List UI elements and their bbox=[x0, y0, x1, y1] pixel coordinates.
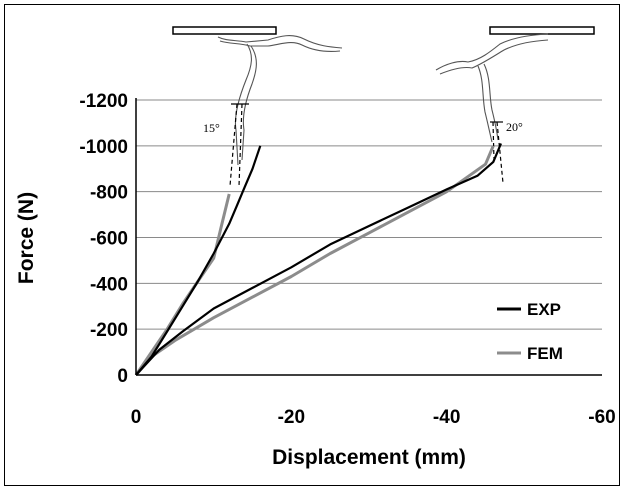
angle-label-15: 15° bbox=[203, 121, 220, 135]
y-tick-label: -800 bbox=[90, 183, 128, 204]
y-tick-label: 0 bbox=[117, 366, 128, 387]
x-axis-title: Displacement (mm) bbox=[272, 446, 466, 469]
y-tick-label: -1000 bbox=[79, 137, 128, 158]
legend-label-fem: FEM bbox=[527, 344, 563, 363]
x-tick-label: -60 bbox=[588, 407, 615, 428]
series-exp-line-1 bbox=[135, 145, 262, 376]
y-tick-label: -200 bbox=[90, 320, 128, 341]
ground-bar-left bbox=[172, 26, 277, 35]
grid-lines bbox=[136, 99, 602, 330]
root-illustration-right bbox=[435, 26, 595, 143]
x-tick-label: -40 bbox=[433, 407, 460, 428]
y-axis-title: Force (N) bbox=[15, 192, 38, 284]
chart-frame bbox=[4, 4, 620, 486]
angle-marker-right bbox=[490, 121, 504, 184]
angle-label-20: 20° bbox=[506, 120, 523, 134]
x-tick-label: -20 bbox=[278, 407, 305, 428]
y-tick-label: -400 bbox=[90, 274, 128, 295]
y-tick-label: -1200 bbox=[79, 91, 128, 112]
ground-bar-right bbox=[489, 26, 595, 35]
legend-label-exp: EXP bbox=[527, 300, 561, 319]
root-illustration-left bbox=[172, 26, 343, 166]
tick-labels: 0 -200 -400 -600 -800 -1000 -1200 0 -20 -40 -60 bbox=[79, 91, 615, 428]
y-tick-label: -600 bbox=[90, 229, 128, 250]
series-fem-line-1 bbox=[134, 193, 231, 376]
x-tick-label: 0 bbox=[131, 407, 142, 428]
series-exp-line-2 bbox=[135, 143, 503, 376]
axes bbox=[135, 98, 602, 376]
series-layer bbox=[134, 143, 503, 376]
series-fem-line-2 bbox=[134, 145, 495, 376]
legend: EXP FEM bbox=[497, 300, 563, 363]
angle-marker-left bbox=[229, 103, 249, 187]
